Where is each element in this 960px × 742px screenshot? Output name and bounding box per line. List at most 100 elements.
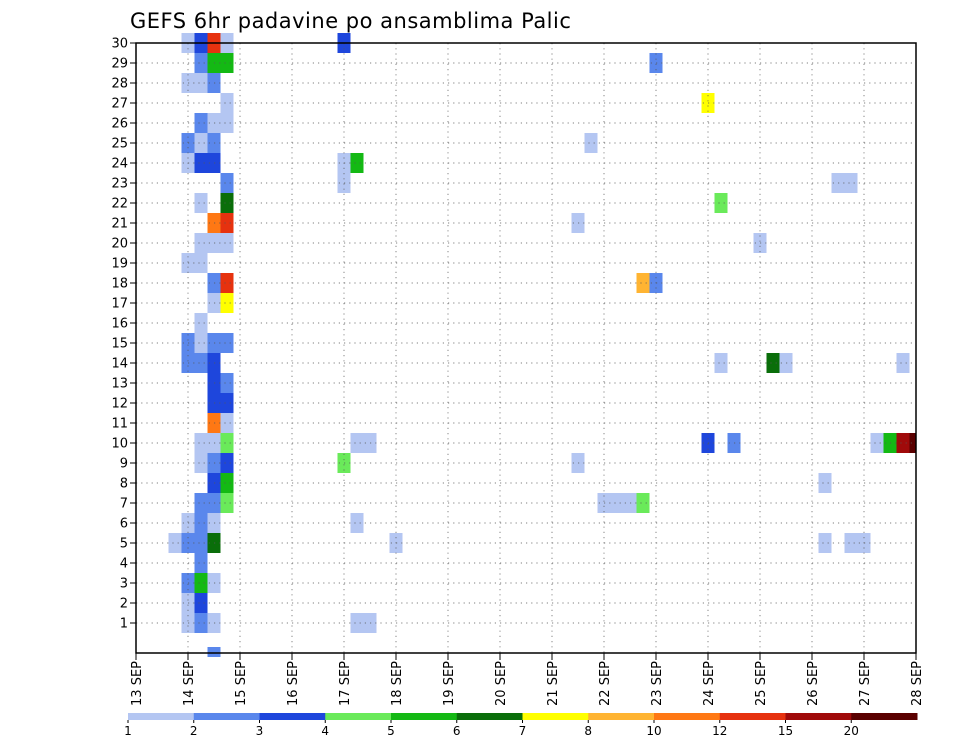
heatmap-cell (610, 493, 624, 513)
heatmap-cell (220, 493, 234, 513)
y-tick-label: 16 (111, 317, 128, 332)
heatmap-cell (220, 373, 234, 393)
y-tick-label: 17 (111, 297, 128, 312)
colorbar-label: 2 (190, 724, 198, 738)
y-tick-label: 9 (120, 457, 128, 472)
colorbar-label: 15 (778, 724, 793, 738)
heatmap-cell (194, 433, 208, 453)
x-tick-label: 18 SEP (390, 661, 405, 706)
colorbar-label: 5 (387, 724, 395, 738)
heatmap-cell (220, 193, 234, 213)
y-tick-label: 30 (111, 37, 128, 52)
heatmap-cell (194, 313, 208, 333)
y-tick-label: 7 (120, 497, 128, 512)
heatmap-cell (714, 193, 728, 213)
heatmap-cell (350, 433, 364, 453)
heatmap-cell (194, 573, 208, 593)
colorbar-swatch (128, 713, 195, 720)
y-tick-label: 22 (111, 197, 128, 212)
heatmap-cell (818, 533, 832, 553)
y-tick-label: 20 (111, 237, 128, 252)
heatmap-cell (194, 533, 208, 553)
heatmap-cell (896, 433, 910, 453)
x-axis: 13 SEP 14 SEP 15 SEP 16 SEP 17 SEP 18 SEP 19 S… (130, 653, 925, 706)
y-tick-label: 6 (120, 517, 128, 532)
heatmap-cell (194, 493, 208, 513)
y-tick-label: 27 (111, 97, 128, 112)
y-tick-label: 11 (111, 417, 128, 432)
heatmap-cell (194, 153, 208, 173)
heatmap-cell (194, 133, 208, 153)
y-tick-label: 29 (111, 57, 128, 72)
chart-title: GEFS 6hr padavine po ansamblima Palic (130, 9, 571, 33)
colorbar-label: 3 (256, 724, 264, 738)
heatmap-cell (584, 133, 598, 153)
x-tick-label: 13 SEP (130, 661, 145, 706)
heatmap-cell (220, 113, 234, 133)
heatmap-cell (194, 113, 208, 133)
x-tick-label: 19 SEP (442, 661, 457, 706)
plot-frame (135, 42, 917, 654)
heatmap-cell (220, 473, 234, 493)
colorbar-label: 6 (453, 724, 461, 738)
x-tick-label: 27 SEP (858, 661, 873, 706)
x-tick-label: 26 SEP (806, 661, 821, 706)
colorbar-label: 1 (124, 724, 132, 738)
x-tick-label: 22 SEP (598, 661, 613, 706)
x-tick-label: 28 SEP (910, 661, 925, 706)
colorbar-swatch (259, 713, 326, 720)
heatmap-cell (194, 593, 208, 613)
colorbar-label: 12 (712, 724, 727, 738)
heatmap-cell (350, 153, 364, 173)
heatmap-cell (194, 193, 208, 213)
heatmap-cell (220, 233, 234, 253)
x-tick-label: 17 SEP (338, 661, 353, 706)
y-tick-label: 8 (120, 477, 128, 492)
heatmap-cell (194, 253, 208, 273)
y-tick-label: 21 (111, 217, 128, 232)
heatmap-cell (207, 647, 221, 657)
heatmap-cell (194, 553, 208, 573)
heatmap-cell (844, 173, 858, 193)
y-tick-label: 19 (111, 257, 128, 272)
y-tick-label: 10 (111, 437, 128, 452)
colorbar-swatch (654, 713, 721, 720)
heatmap-cell (870, 433, 884, 453)
colorbar-swatch (851, 713, 918, 720)
colorbar-swatch (522, 713, 589, 720)
x-tick-label: 21 SEP (546, 661, 561, 706)
x-tick-label: 15 SEP (234, 661, 249, 706)
x-tick-label: 24 SEP (702, 661, 717, 706)
heatmap-cell (220, 53, 234, 73)
colorbar-legend: 1 2 3 4 5 6 7 8 10 12 15 20 (124, 713, 918, 738)
heatmap-cell (350, 513, 364, 533)
colorbar-swatch (785, 713, 852, 720)
heatmap-cell (194, 353, 208, 373)
heatmap-cell (909, 433, 916, 453)
heatmap-cell (194, 453, 208, 473)
x-tick-label: 14 SEP (182, 661, 197, 706)
colorbar-label: 20 (844, 724, 859, 738)
heatmap-cell (220, 273, 234, 293)
x-tick-label: 16 SEP (286, 661, 301, 706)
colorbar-swatch (456, 713, 523, 720)
colorbar-label: 7 (519, 724, 527, 738)
heatmap-cell (220, 293, 234, 313)
y-tick-label: 12 (111, 397, 128, 412)
heatmap-cell (636, 273, 650, 293)
heatmap-cell (818, 473, 832, 493)
y-axis: 1234567891011121314151617181920212223242… (111, 37, 136, 632)
heatmap-cell (194, 513, 208, 533)
heatmap-cells (168, 33, 916, 657)
y-tick-label: 13 (111, 377, 128, 392)
heatmap-cell (766, 353, 780, 373)
heatmap-cell (220, 213, 234, 233)
heatmap-cell (168, 533, 182, 553)
x-tick-label: 23 SEP (650, 661, 665, 706)
y-tick-label: 14 (111, 357, 128, 372)
heatmap-cell (194, 333, 208, 353)
colorbar-label: 4 (321, 724, 329, 738)
heatmap-cell (714, 353, 728, 373)
y-tick-label: 23 (111, 177, 128, 192)
